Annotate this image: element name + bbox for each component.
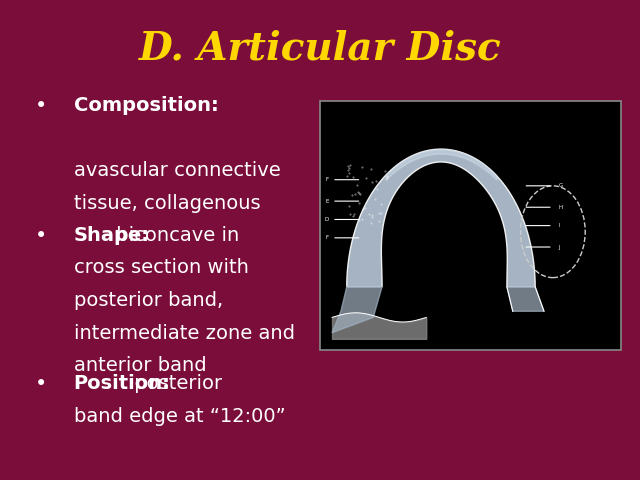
Text: band edge at “12:00”: band edge at “12:00” (74, 407, 285, 426)
Text: •: • (35, 226, 47, 246)
Text: D: D (325, 217, 329, 222)
Text: Position:: Position: (74, 374, 170, 394)
Text: •: • (35, 374, 47, 395)
Text: H: H (559, 205, 563, 210)
Text: anterior band: anterior band (74, 356, 206, 375)
Polygon shape (507, 287, 544, 312)
Text: •: • (35, 96, 47, 116)
Text: cross section with: cross section with (74, 258, 248, 277)
Text: G: G (559, 183, 563, 188)
Text: intermediate zone and: intermediate zone and (74, 324, 294, 343)
Polygon shape (347, 149, 535, 287)
Text: Composition:: Composition: (74, 96, 218, 115)
Text: F: F (326, 235, 329, 240)
Text: biconcave in: biconcave in (110, 226, 239, 245)
Text: posterior: posterior (128, 374, 223, 394)
Text: posterior band,: posterior band, (74, 291, 223, 310)
Polygon shape (332, 287, 382, 333)
Text: Shape:: Shape: (74, 226, 150, 245)
Text: E: E (326, 199, 329, 204)
Text: J: J (559, 244, 561, 250)
Text: I: I (559, 223, 561, 228)
Text: D. Articular Disc: D. Articular Disc (139, 29, 501, 67)
Text: tissue, collagenous: tissue, collagenous (74, 194, 260, 213)
Text: F: F (326, 177, 329, 182)
Text: avascular connective: avascular connective (74, 161, 280, 180)
Bar (320, 101, 621, 350)
